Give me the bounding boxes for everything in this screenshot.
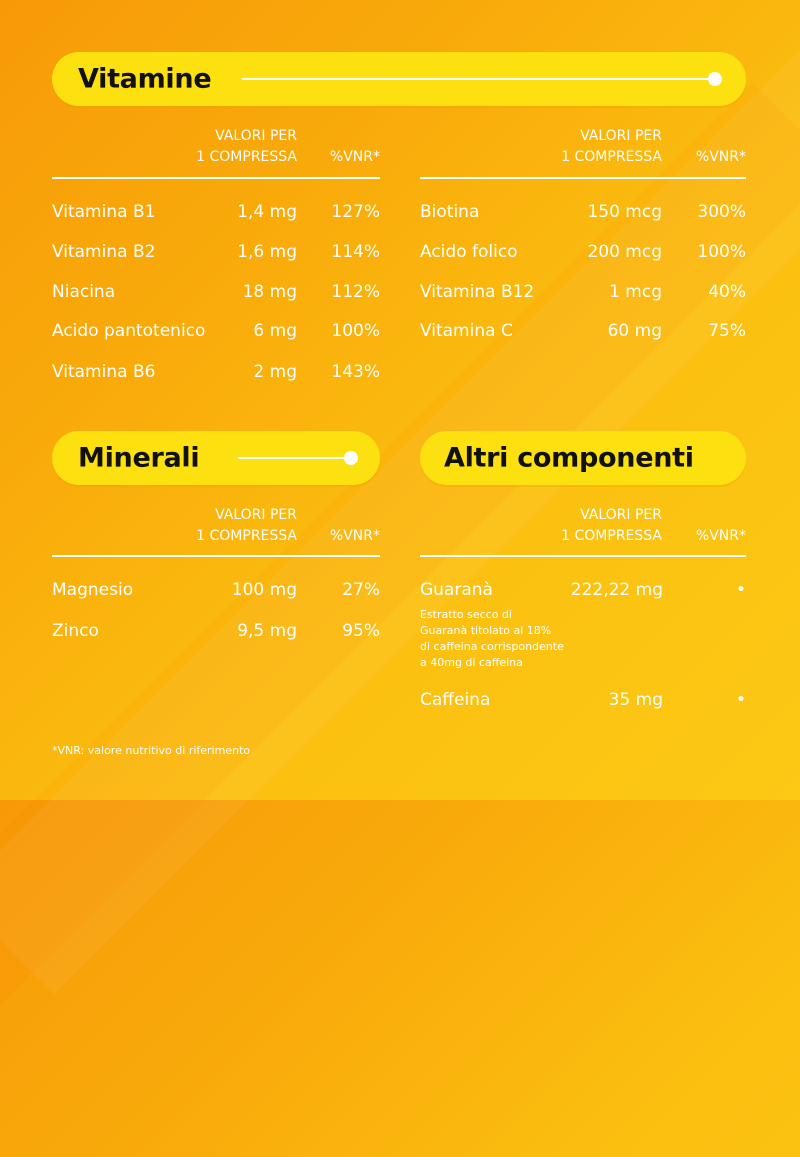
column-header-amount: VALORI PER 1 COMPRESSA <box>150 126 297 168</box>
nutrient-value: 100 mg <box>231 580 297 600</box>
nutrient-vnr: 143% <box>331 362 380 382</box>
nutrient-vnr: 300% <box>697 202 746 222</box>
nutrient-value: 1 mcg <box>609 282 662 302</box>
nutrient-name: Vitamina B12 <box>420 282 535 302</box>
header-rule <box>52 555 380 557</box>
nutrient-value: 60 mg <box>607 321 662 341</box>
nutrient-value: 35 mg <box>608 690 663 710</box>
nutrient-value: 200 mcg <box>587 242 662 262</box>
nutrient-name: Caffeina <box>420 690 491 710</box>
column-header-line: 1 COMPRESSA <box>561 149 662 165</box>
nutrient-value: 6 mg <box>253 321 297 341</box>
column-header-line: VALORI PER <box>215 507 297 523</box>
nutrient-name: Acido folico <box>420 242 518 262</box>
nutrient-vnr: 100% <box>331 321 380 341</box>
vitamine-title: Vitamine <box>78 63 212 95</box>
column-header-vnr: %VNR* <box>695 528 746 544</box>
nutrient-value: 150 mcg <box>587 202 662 222</box>
minerali-title: Minerali <box>78 442 200 474</box>
decorative-line <box>238 457 348 459</box>
header-rule <box>52 177 380 179</box>
column-header-line: VALORI PER <box>580 507 662 523</box>
header-rule <box>420 555 746 557</box>
decorative-dot <box>344 451 358 465</box>
note-line: Guaranà titolato al 18% <box>420 624 552 637</box>
column-header-line: 1 COMPRESSA <box>196 528 297 544</box>
nutrient-vnr: • <box>735 580 746 600</box>
nutrient-name: Vitamina B1 <box>52 202 156 222</box>
nutrient-vnr: 114% <box>331 242 380 262</box>
column-header-line: VALORI PER <box>215 128 297 144</box>
column-header-vnr: %VNR* <box>329 528 380 544</box>
nutrient-value: 9,5 mg <box>237 621 297 641</box>
nutrient-name: Acido pantotenico <box>52 321 206 341</box>
nutrient-name: Biotina <box>420 202 480 222</box>
nutrient-vnr: 40% <box>708 282 746 302</box>
nutrient-value: 2 mg <box>253 362 297 382</box>
nutrient-value: 1,4 mg <box>237 202 297 222</box>
nutrient-vnr: 112% <box>331 282 380 302</box>
column-header-line: VALORI PER <box>580 128 662 144</box>
column-header-amount: VALORI PER 1 COMPRESSA <box>150 505 297 547</box>
minerali-header-pill: Minerali <box>52 431 380 485</box>
decorative-dot <box>708 72 722 86</box>
nutrient-vnr: 27% <box>342 580 380 600</box>
column-header-line: 1 COMPRESSA <box>196 149 297 165</box>
nutrient-name: Guaranà <box>420 580 493 600</box>
nutrient-name: Vitamina B6 <box>52 362 156 382</box>
column-header-vnr: %VNR* <box>329 149 380 165</box>
nutrient-value: 18 mg <box>242 282 297 302</box>
note-line: a 40mg di caffeina <box>420 656 523 669</box>
nutrient-vnr: 95% <box>342 621 380 641</box>
column-header-amount: VALORI PER 1 COMPRESSA <box>515 505 662 547</box>
nutrient-value: 1,6 mg <box>237 242 297 262</box>
nutrient-name: Magnesio <box>52 580 134 600</box>
note-line: Estratto secco di <box>420 608 512 621</box>
vitamine-header-pill: Vitamine <box>52 52 746 106</box>
column-header-amount: VALORI PER 1 COMPRESSA <box>515 126 662 168</box>
nutrient-value: 222,22 mg <box>570 580 663 600</box>
header-rule <box>420 177 746 179</box>
nutrient-name: Zinco <box>52 621 99 641</box>
nutrient-name: Niacina <box>52 282 116 302</box>
column-header-line: 1 COMPRESSA <box>561 528 662 544</box>
nutrient-vnr: 75% <box>708 321 746 341</box>
note-line: di caffeina corrispondente <box>420 640 564 653</box>
altri-componenti-title: Altri componenti <box>444 442 694 474</box>
nutrient-vnr: 100% <box>697 242 746 262</box>
footnote: *VNR: valore nutritivo di riferimento <box>52 744 251 757</box>
nutrient-name: Vitamina B2 <box>52 242 156 262</box>
altri-componenti-header-pill: Altri componenti <box>420 431 746 485</box>
nutrient-vnr: • <box>735 690 746 710</box>
column-header-vnr: %VNR* <box>695 149 746 165</box>
nutrient-vnr: 127% <box>331 202 380 222</box>
decorative-line <box>242 78 714 80</box>
nutrient-name: Vitamina C <box>420 321 513 341</box>
